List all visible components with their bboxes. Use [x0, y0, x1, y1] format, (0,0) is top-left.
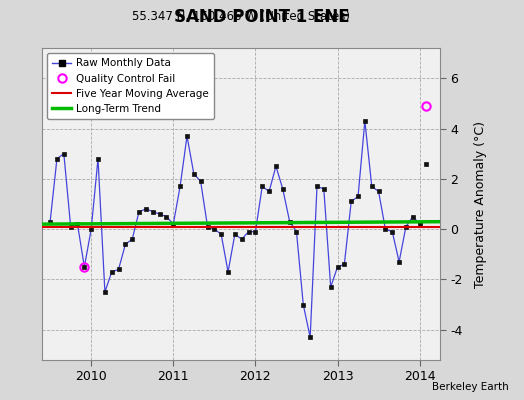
Raw Monthly Data [362, 118, 368, 123]
Raw Monthly Data [417, 222, 423, 226]
Y-axis label: Temperature Anomaly (°C): Temperature Anomaly (°C) [474, 120, 487, 288]
Raw Monthly Data [47, 219, 53, 224]
Raw Monthly Data [184, 134, 190, 138]
Legend: Raw Monthly Data, Quality Control Fail, Five Year Moving Average, Long-Term Tren: Raw Monthly Data, Quality Control Fail, … [47, 53, 214, 119]
Raw Monthly Data [115, 267, 122, 272]
Title: 55.347 N, 160.466 W (United States): 55.347 N, 160.466 W (United States) [132, 10, 350, 23]
Raw Monthly Data [410, 214, 416, 219]
Raw Monthly Data [88, 227, 94, 232]
Raw Monthly Data [389, 229, 396, 234]
Raw Monthly Data [307, 335, 313, 340]
Text: SAND POINT 1 ENE: SAND POINT 1 ENE [174, 8, 350, 26]
Line: Raw Monthly Data: Raw Monthly Data [48, 119, 421, 339]
Raw Monthly Data [136, 209, 142, 214]
Text: Berkeley Earth: Berkeley Earth [432, 382, 508, 392]
